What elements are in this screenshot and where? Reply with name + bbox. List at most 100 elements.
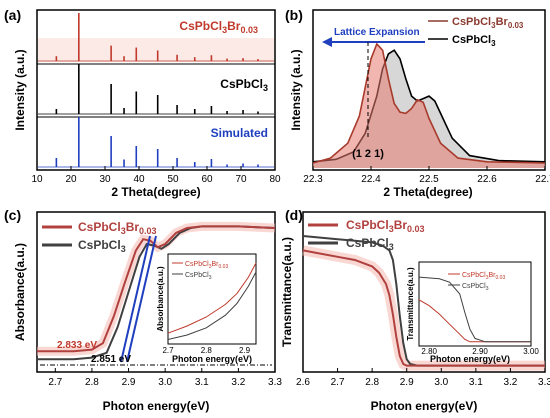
panel-d-inset-legend-label-1: CsPbCl3Br0.03 (462, 272, 505, 281)
panel-b-x-tick-label: 22.4 (361, 174, 381, 185)
panel-c-x-tick-label: 3.1 (195, 377, 209, 388)
panel-b-ylabel: Intensity (a.u.) (289, 49, 303, 130)
panel-d-inset-x-tick-label: 2.90 (472, 347, 488, 356)
panel-a-x-tick-label: 60 (201, 174, 213, 185)
panel-c-x-tick-label: 2.9 (122, 377, 136, 388)
panel-a-trace-shading (38, 38, 274, 62)
panel-d-xlabel: Photon energy(eV) (371, 399, 478, 413)
panel-d-inset-x-tick-label: 2.80 (421, 347, 437, 356)
panel-b-x-tick-label: 22.7 (535, 174, 550, 185)
panel-c-inset-xticks: 2.7 2.8 2.9 (162, 346, 250, 355)
panel-c-x-tick-label: 3.3 (268, 377, 282, 388)
panel-c-xticks: 2.7 2.8 2.9 3.0 3.1 3.2 3.3 (48, 368, 282, 388)
panel-b-legend-label-2: CsPbCl3 (452, 34, 496, 48)
panel-b-xticks: 22.3 22.4 22.5 22.6 22.7 (303, 166, 550, 185)
panel-d-x-tick-label: 2.6 (296, 377, 310, 388)
panel-c-frame (36, 211, 276, 373)
panel-b-series-line (312, 42, 546, 164)
panel-d-inset-xlabel: Photon energy(eV) (430, 354, 510, 364)
panel-a-xlabel: 2 Theta(degree) (111, 185, 200, 199)
panel-b: (b) Intensity (a.u.) 2 Theta(degree) 22.… (285, 7, 550, 199)
panel-c-ylabel: Absorbance(a.u.) (13, 243, 27, 341)
panel-d-inset-legend-label-2: CsPbCl3 (462, 283, 489, 292)
panel-b-label: (b) (285, 7, 303, 23)
peak-label: (1 2 1) (352, 148, 384, 160)
panel-a-trace-label-3: Simulated (211, 126, 268, 140)
panel-d-ylabel: Transmittance(a.u.) (280, 237, 294, 347)
panel-d-x-tick-label: 2.8 (365, 377, 379, 388)
panel-c-xlabel: Photon energy(eV) (103, 399, 210, 413)
panel-d-xticks: 2.6 2.7 2.8 2.9 3.0 3.1 3.2 3.3 (296, 368, 550, 388)
panel-c-legend-label-2: CsPbCl3 (78, 238, 126, 254)
tangent-line-2 (126, 235, 157, 363)
panel-d: (d) Transmittance(a.u.) Photon energy(eV… (280, 207, 550, 413)
panel-c-series-line (37, 225, 276, 353)
panel-c-legend-label-1: CsPbCl3Br0.03 (78, 220, 157, 236)
panel-b-x-tick-label: 22.3 (303, 174, 323, 185)
panel-a-x-tick-label: 10 (31, 174, 43, 185)
panel-c-x-tick-label: 2.8 (85, 377, 99, 388)
panel-c-inset-legend-label-2: CsPbCl3 (185, 272, 212, 281)
panel-d-inset-series-line (418, 299, 531, 343)
panel-a-x-tick-label: 40 (133, 174, 145, 185)
panel-d-inset-frame (418, 261, 532, 347)
panel-b-series-area (313, 44, 545, 168)
annotation-2833: 2.833 eV (57, 340, 97, 351)
panel-c-inset-x-tick-label: 2.8 (201, 346, 213, 355)
panel-d-inset: Transmittance(a.u.) Photon energy(eV) 2.… (406, 261, 539, 364)
panel-b-legend-label-1: CsPbCl3Br0.03 (452, 16, 524, 30)
panel-d-x-tick-label: 2.7 (331, 377, 345, 388)
panel-c-inset-traces (167, 262, 257, 340)
panel-d-x-tick-label: 3.1 (469, 377, 483, 388)
panel-a-x-tick-label: 80 (269, 174, 281, 185)
panel-c-inset-xlabel: Photon energy(eV) (172, 354, 252, 364)
panel-d-legend-label-1: CsPbCl3Br0.03 (346, 218, 425, 234)
panel-d-inset-xticks: 2.80 2.90 3.00 (421, 347, 539, 356)
panel-a-x-tick-label: 50 (167, 174, 179, 185)
panel-a-ylabel: Intensity (a.u.) (13, 49, 27, 130)
panel-a-x-tick-label: 20 (65, 174, 77, 185)
panel-c-traces (37, 221, 276, 361)
panel-d-x-tick-label: 3.2 (503, 377, 517, 388)
panel-d-inset-traces (418, 276, 531, 343)
lattice-expansion-label: Lattice Expansion (334, 27, 420, 38)
panel-a-traces (38, 13, 274, 168)
panel-a-x-tick-label: 30 (99, 174, 111, 185)
panel-d-inset-series-line (418, 276, 531, 343)
panel-c-inset-ylabel: Absorbance(a.u.) (156, 266, 165, 332)
panel-d-legend-label-2: CsPbCl3 (346, 236, 394, 252)
panel-c-inset-series-line (167, 271, 257, 340)
panel-a-trace-label-1: CsPbCl3Br0.03 (179, 19, 258, 35)
panel-a-trace-label-2: CsPbCl3 (220, 77, 268, 93)
panel-a-frame (36, 9, 276, 171)
panel-d-traces (302, 235, 545, 371)
panel-d-series-line (302, 249, 545, 367)
panel-b-x-tick-label: 22.5 (419, 174, 439, 185)
panel-a-label: (a) (4, 7, 21, 23)
panel-b-xlabel: 2 Theta(degree) (383, 185, 472, 199)
panel-c: (c) Absorbance(a.u.) Photon energy(eV) 2… (4, 207, 282, 413)
panel-a: (a) Intensity (a.u.) 2 Theta(degree) 10 2… (4, 7, 281, 199)
panel-d-inset-x-tick-label: 3.00 (523, 347, 539, 356)
panel-c-inset: Absorbance(a.u.) Photon energy(eV) 2.7 2.… (156, 253, 257, 364)
panel-d-inset-ylabel: Transmittance(a.u.) (406, 267, 415, 341)
panel-c-x-tick-label: 3.2 (231, 377, 245, 388)
panel-d-x-tick-label: 2.9 (400, 377, 414, 388)
annotation-2851: 2.851 eV (91, 354, 131, 365)
panel-d-x-tick-label: 3.3 (538, 377, 550, 388)
lattice-expansion-arrowhead (322, 37, 332, 47)
panel-c-inset-legend-label-1: CsPbCl3Br0.03 (185, 261, 228, 270)
tangent-line-1 (120, 235, 151, 363)
panel-a-x-tick-label: 70 (235, 174, 247, 185)
panel-c-inset-x-tick-label: 2.7 (162, 346, 174, 355)
panel-b-x-tick-label: 22.6 (477, 174, 497, 185)
panel-c-inset-frame (167, 253, 257, 345)
panel-c-label: (c) (4, 207, 21, 223)
panel-d-x-tick-label: 3.0 (434, 377, 448, 388)
panel-c-x-tick-label: 2.7 (48, 377, 62, 388)
panel-c-inset-series-line (167, 262, 257, 334)
panel-c-inset-x-tick-label: 2.9 (239, 346, 251, 355)
panel-c-x-tick-label: 3.0 (158, 377, 172, 388)
panel-a-xticks: 10 20 30 40 50 60 70 80 (31, 166, 281, 185)
